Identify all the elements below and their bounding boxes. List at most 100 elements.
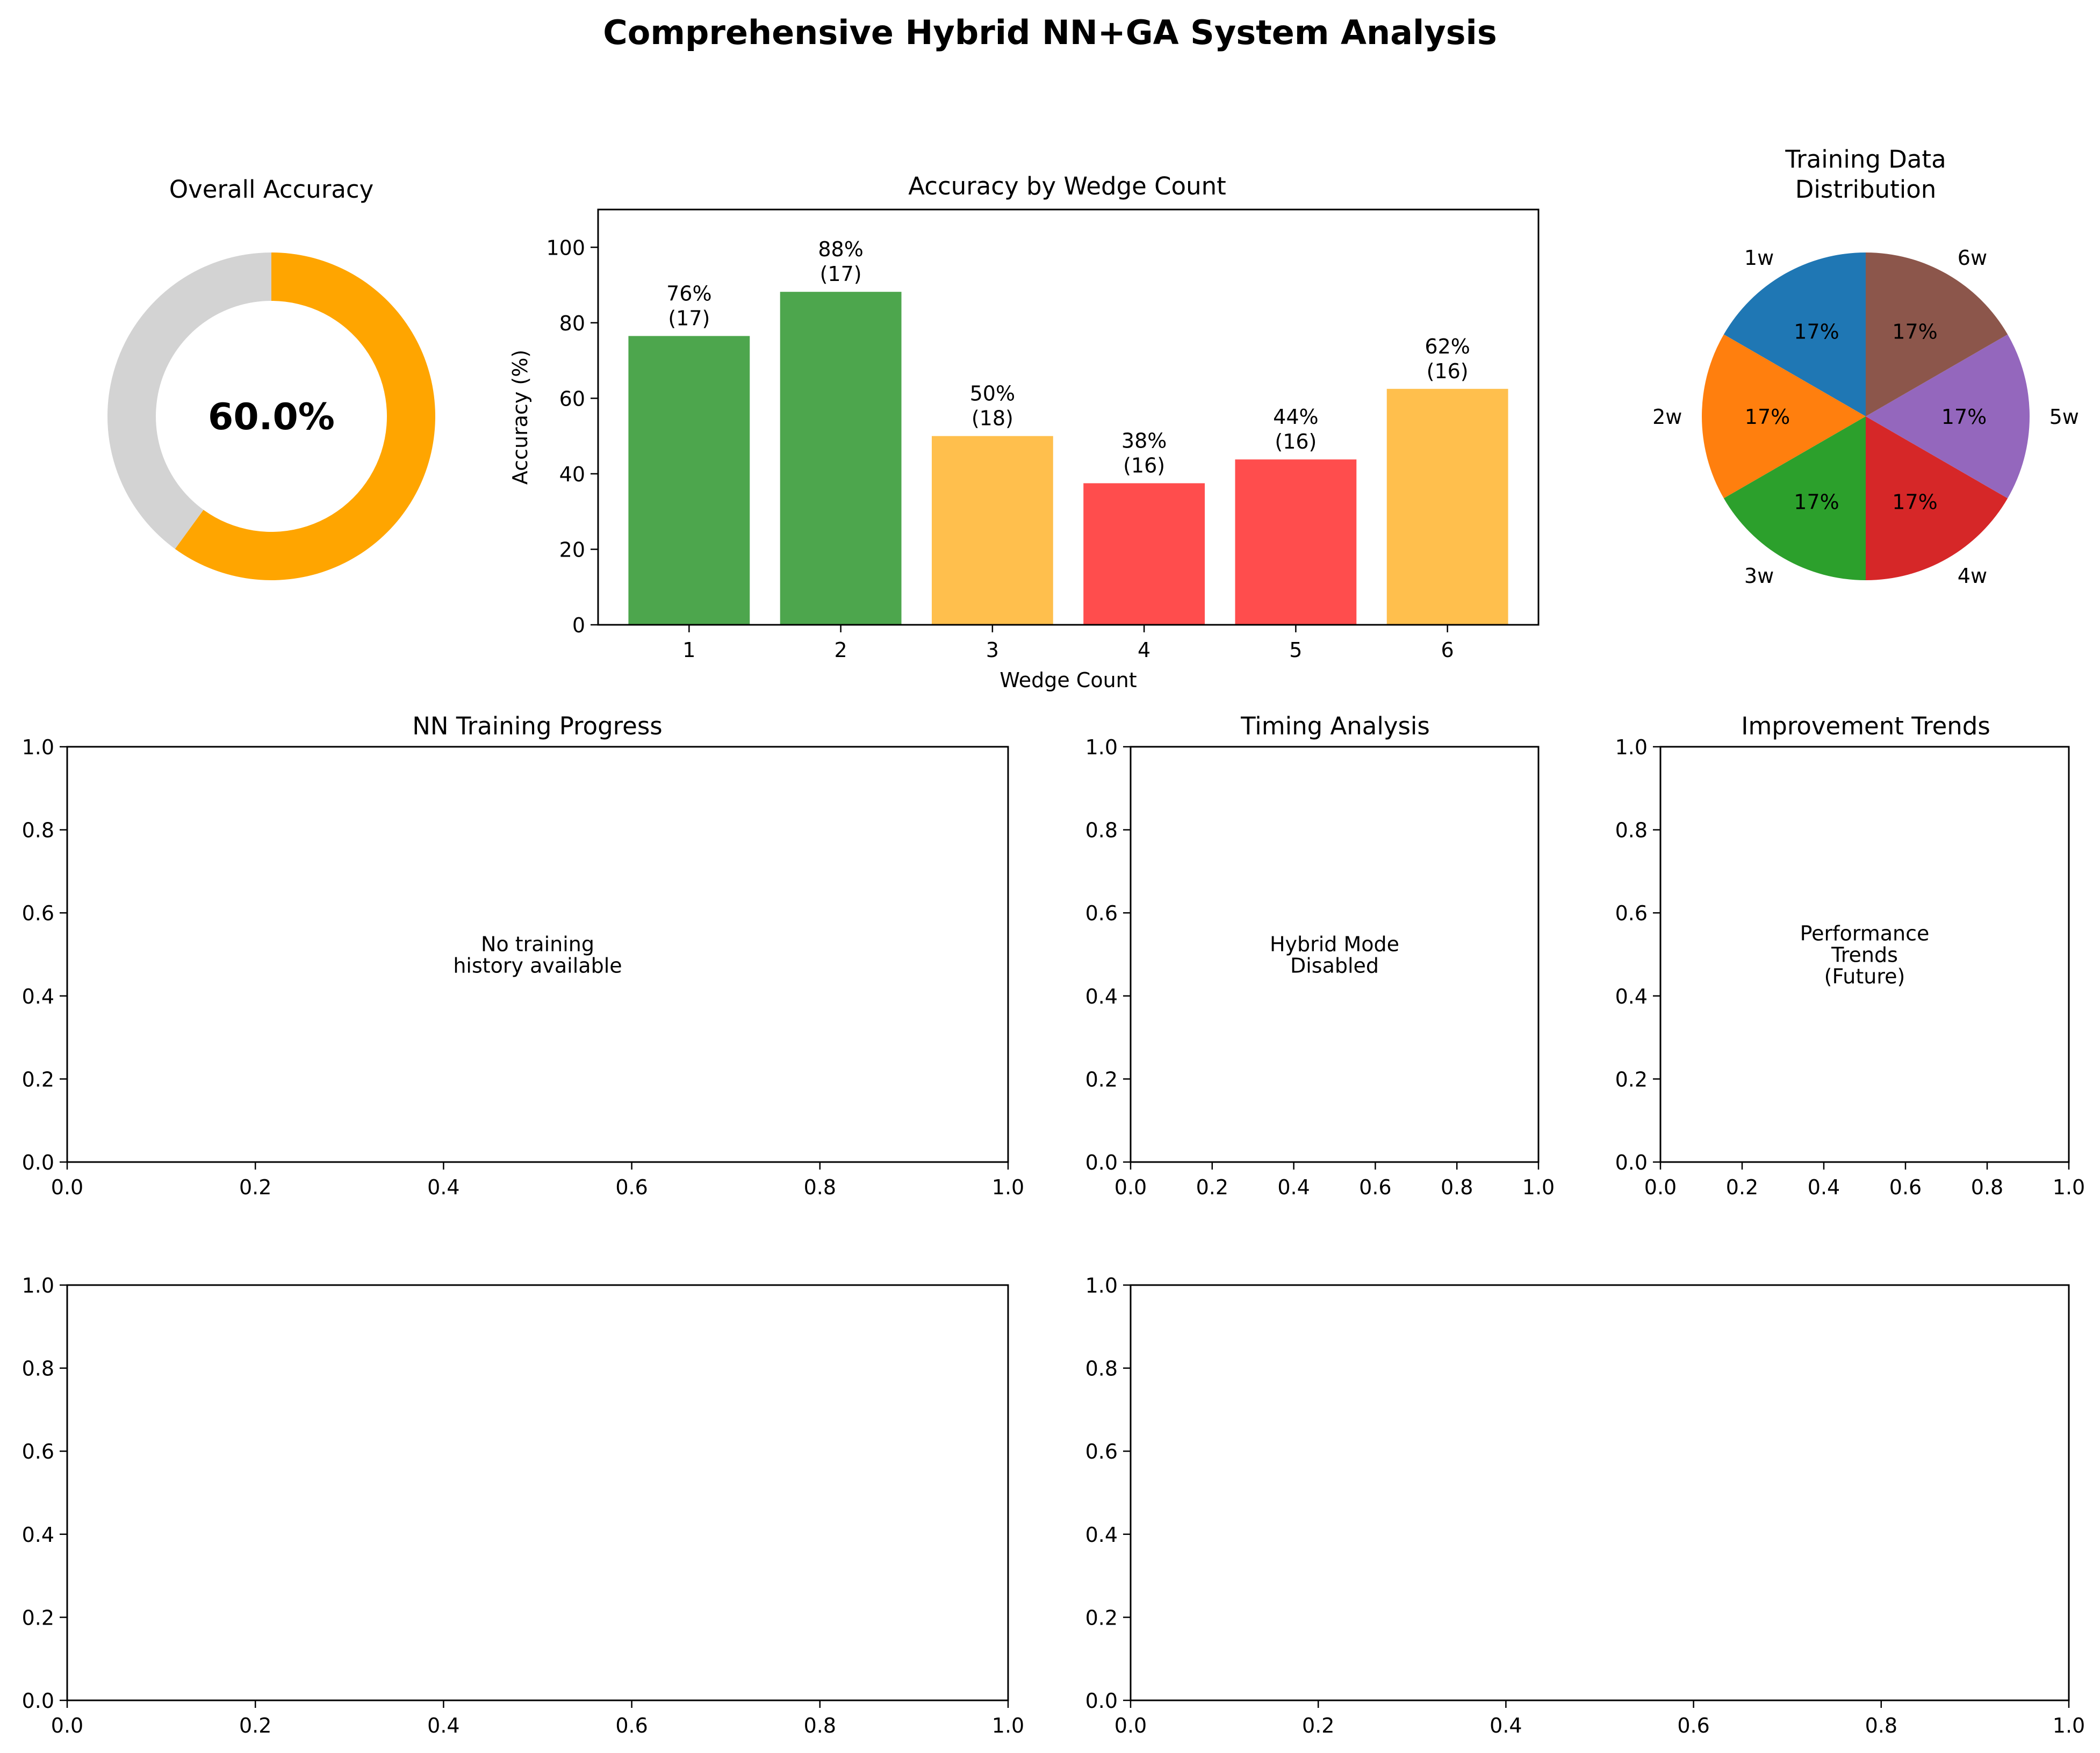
bottom_left-y-tick-label-0.4: 0.4	[22, 1523, 54, 1547]
pie-name-5w: 5w	[2049, 405, 2079, 429]
nn-y-tick-label-0.4: 0.4	[22, 985, 54, 1008]
bar-label-pct-5: 44%	[1273, 405, 1318, 429]
trends-x-tick-label-0.4: 0.4	[1808, 1175, 1840, 1199]
bottom_right-x-tick-label-1.0: 1.0	[2053, 1714, 2085, 1737]
bottom_left-y-tick-label-0.2: 0.2	[22, 1606, 54, 1629]
timing-y-tick-label-0.4: 0.4	[1085, 985, 1118, 1008]
bottom_left-x-tick-label-1.0: 1.0	[992, 1714, 1024, 1737]
bottom_right-x-tick-label-0.8: 0.8	[1865, 1714, 1897, 1737]
nn-y-tick-label-0.2: 0.2	[22, 1067, 54, 1091]
trends-y-tick-label-0.2: 0.2	[1615, 1067, 1648, 1091]
bar-label-pct-4: 38%	[1121, 429, 1167, 452]
pie-pct-2w: 17%	[1745, 405, 1790, 429]
bottom_right-y-tick-label-0.4: 0.4	[1085, 1523, 1118, 1547]
bar-label-count-4: (16)	[1123, 453, 1165, 477]
bar-wedge-3	[931, 436, 1053, 625]
nn-y-tick-label-1.0: 1.0	[22, 735, 54, 759]
pie-name-3w: 3w	[1744, 564, 1774, 588]
bar-label-pct-6: 62%	[1425, 335, 1470, 358]
pie-slice-2w	[1702, 334, 1866, 499]
pie-pct-5w: 17%	[1941, 405, 1987, 429]
pie-name-2w: 2w	[1652, 405, 1682, 429]
nn-y-tick-label-0.6: 0.6	[22, 901, 54, 925]
wedge-axes-frame	[597, 208, 1540, 626]
bottom_right-y-tick-label-0.0: 0.0	[1085, 1689, 1118, 1713]
bottom_left-x-tick-label-0.0: 0.0	[51, 1714, 83, 1737]
nn-y-tick-label-0.0: 0.0	[22, 1151, 54, 1174]
pie-pct-4w: 17%	[1892, 490, 1937, 514]
timing-y-tick-label-1.0: 1.0	[1085, 735, 1118, 759]
pie-name-4w: 4w	[1958, 564, 1987, 588]
bar-wedge-5	[1235, 459, 1357, 625]
x-tick-label-4: 4	[1138, 638, 1150, 662]
distribution-panel: Training Data Distribution 17% 1w 17% 2w 17%…	[1652, 145, 2079, 588]
y-tick-label-0: 0	[572, 614, 585, 637]
timing-x-tick-label-0.2: 0.2	[1196, 1175, 1228, 1199]
pie-pct-3w: 17%	[1794, 490, 1839, 514]
y-tick-label-20: 20	[559, 538, 585, 561]
nn-training-panel: NN Training Progress 0.00.0 0.2 0.2 0.4 0.4 0…	[22, 712, 1025, 1199]
bar-label-count-5: (16)	[1275, 430, 1317, 453]
bottom_left-y-tick-label-1.0: 1.0	[22, 1274, 54, 1297]
trends-y-tick-label-0.4: 0.4	[1615, 985, 1648, 1008]
x-tick-label-5: 5	[1289, 638, 1302, 662]
overall-accuracy-title: Overall Accuracy	[169, 175, 374, 204]
bottom_left-y-tick-label-0.8: 0.8	[22, 1357, 54, 1381]
bar-wedge-2	[780, 292, 902, 625]
wedge-accuracy-panel: Accuracy by Wedge Count 76%(17)188%(17)2…	[508, 172, 1540, 692]
timing-y-tick-label-0.0: 0.0	[1085, 1151, 1118, 1174]
timing-note-line-2: Disabled	[1290, 954, 1379, 978]
pie-pct-1w: 17%	[1794, 320, 1839, 344]
nn-training-title: NN Training Progress	[412, 712, 663, 740]
donut-remaining-segment	[107, 253, 272, 549]
bottom_left-y-tick-label-0.0: 0.0	[22, 1689, 54, 1713]
pie-name-1w: 1w	[1744, 246, 1774, 270]
bar-label-count-2: (17)	[820, 262, 862, 286]
timing-x-tick-label-0.4: 0.4	[1277, 1175, 1310, 1199]
trends-note-line-1: Performance	[1800, 922, 1930, 946]
y-tick-label-60: 60	[559, 387, 585, 410]
bar-label-pct-3: 50%	[970, 382, 1015, 406]
bottom_right-x-tick-label-0.2: 0.2	[1302, 1714, 1334, 1737]
pie-slice-1w	[1723, 253, 1866, 416]
bottom_left-x-tick-label-0.4: 0.4	[427, 1714, 459, 1737]
trends-title: Improvement Trends	[1741, 712, 1990, 740]
nn-x-tick-label-1.0: 1.0	[992, 1175, 1024, 1199]
overall-accuracy-panel: Overall Accuracy 60.0%	[107, 175, 435, 580]
bottom_right-axes-frame	[1130, 1284, 2070, 1701]
trends-y-tick-label-0.8: 0.8	[1615, 819, 1648, 842]
nn-x-tick-label-0.8: 0.8	[804, 1175, 836, 1199]
timing-x-tick-label-0.0: 0.0	[1114, 1175, 1147, 1199]
x-tick-label-1: 1	[682, 638, 695, 662]
bar-label-count-3: (18)	[972, 407, 1013, 430]
figure-title: Comprehensive Hybrid NN+GA System Analys…	[603, 13, 1497, 52]
trends-x-tick-label-0.0: 0.0	[1644, 1175, 1677, 1199]
y-tick-label-40: 40	[559, 463, 585, 486]
bottom_right-x-tick-label-0.6: 0.6	[1677, 1714, 1709, 1737]
pie-slice-6w	[1866, 253, 2008, 416]
bar-label-count-6: (16)	[1427, 359, 1469, 383]
timing-panel: Timing Analysis 0.00.0 0.2 0.2 0.4 0.4 0.6 0.6…	[1085, 712, 1555, 1199]
donut-accuracy-segment	[175, 253, 435, 580]
trends-x-tick-label-0.2: 0.2	[1726, 1175, 1758, 1199]
bottom_right-y-tick-label-0.2: 0.2	[1085, 1606, 1118, 1629]
pie-slice-4w	[1866, 416, 2008, 580]
bottom-right-panel: 0.00.0 0.2 0.2 0.4 0.4 0.6 0.6 0.8 0.8 1.0 1.0	[1085, 1274, 2085, 1737]
nn-note-line-1: No training	[481, 933, 594, 956]
trends-y-tick-label-1.0: 1.0	[1615, 735, 1648, 759]
overall-accuracy-value: 60.0%	[208, 396, 335, 438]
y-tick-label-100: 100	[546, 236, 585, 259]
bar-label-pct-1: 76%	[666, 282, 711, 305]
distribution-title-line1: Training Data	[1785, 145, 1946, 174]
x-tick-label-3: 3	[986, 638, 999, 662]
bottom_left-axes-frame	[66, 1284, 1009, 1701]
timing-axes-frame	[1130, 746, 1540, 1163]
wedge-accuracy-title: Accuracy by Wedge Count	[908, 172, 1226, 200]
bottom-left-panel: 0.00.0 0.2 0.2 0.4 0.4 0.6 0.6 0.8 0.8 1.0 1.0	[22, 1274, 1025, 1737]
nn-axes-frame	[66, 746, 1009, 1163]
bottom_left-x-tick-label-0.2: 0.2	[239, 1714, 271, 1737]
trends-y-tick-label-0.0: 0.0	[1615, 1151, 1648, 1174]
trends-note-line-2: Trends	[1831, 943, 1898, 967]
timing-title: Timing Analysis	[1240, 712, 1430, 740]
